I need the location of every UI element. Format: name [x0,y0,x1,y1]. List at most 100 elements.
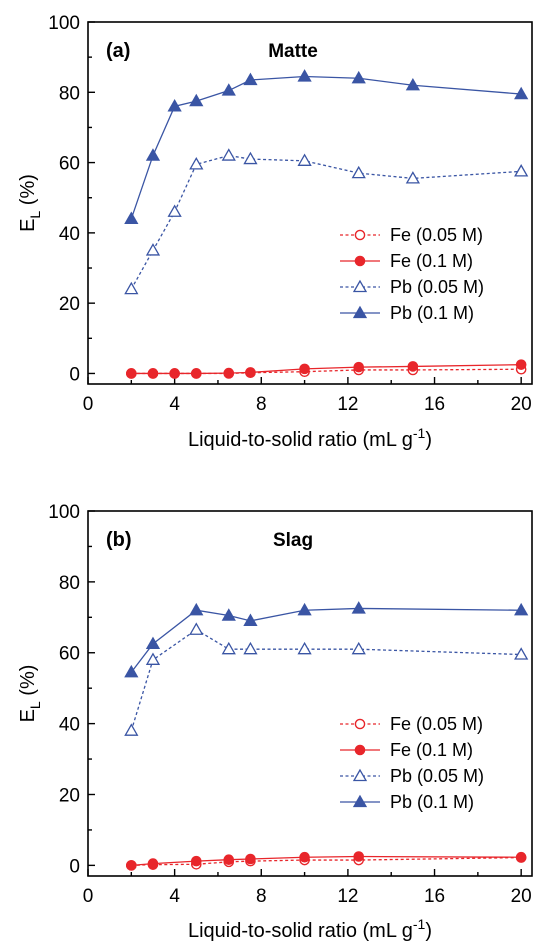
data-point [351,165,366,179]
legend: Fe (0.05 M) Fe (0.1 M) Pb (0.05 M) Pb (0.1 … [340,225,484,323]
x-axis-title-sup: -1 [413,916,426,932]
data-point [126,860,137,871]
data-point [297,602,312,616]
data-point [353,361,365,373]
legend: Fe (0.05 M) Fe (0.1 M) Pb (0.05 M) Pb (0.1 … [340,714,484,812]
legend-label: Fe (0.05 M) [390,225,483,245]
data-point [351,641,366,655]
panel-label: (b) [106,529,132,551]
data-point [169,368,180,379]
data-point [190,368,202,379]
x-tick-label: 16 [424,886,445,907]
series-line [130,607,522,673]
data-point [145,148,161,161]
data-point [405,77,420,91]
legend-label: Pb (0.05 M) [390,277,484,297]
y-tick-label: 60 [59,154,80,175]
data-point [243,72,258,86]
data-point [514,602,529,616]
series-2 [124,148,529,295]
x-tick-label: 0 [83,394,94,415]
x-tick-label: 4 [169,394,180,415]
data-point [351,70,366,84]
y-tick-label: 100 [48,502,80,523]
y-axis-title-end: (%) [17,174,39,211]
data-point [221,608,236,621]
legend-label: Pb (0.1 M) [390,303,474,323]
data-point [297,69,312,82]
legend-marker [354,255,366,267]
legend-label: Fe (0.1 M) [390,740,473,760]
x-axis-title-sup: -1 [413,425,426,441]
panel-title: Matte [268,41,318,62]
data-point [190,855,202,867]
data-point [221,641,236,655]
y-tick-label: 40 [59,224,80,245]
data-point [147,858,159,869]
legend-marker [352,279,368,293]
y-tick-label: 20 [59,785,80,806]
data-point [515,851,527,863]
x-tick-label: 20 [511,394,532,415]
data-point [124,211,139,224]
data-point [145,243,161,256]
panel-a: 0 4 8 12 16 20 0 20 40 60 80 100 Liquid-to-solid rat… [17,13,533,451]
x-axis-title: Liquid-to-solid ratio (mL g-1) [188,425,432,451]
series-line [130,154,522,290]
data-point [167,204,182,217]
data-point [223,367,235,379]
series-line [131,368,522,375]
y-tick-label: 0 [69,856,80,877]
x-axis-title-end: ) [425,429,432,451]
x-tick-label: 12 [337,886,358,907]
data-point [126,368,137,379]
data-point [189,157,204,170]
data-point [189,602,204,616]
series-1 [126,359,527,379]
data-point [299,363,310,375]
series-line [131,364,522,375]
data-point [221,148,236,161]
data-point [189,622,204,635]
data-point [124,723,139,736]
legend-marker [352,768,368,782]
data-point [353,851,365,862]
panel-title: Slag [273,530,313,551]
series-2 [124,622,529,736]
data-point [145,652,161,665]
data-point [297,641,312,655]
x-axis-title-main: Liquid-to-solid ratio (mL g [188,920,413,942]
series-1 [126,851,527,871]
series-line [131,856,522,867]
legend-marker [352,794,368,808]
panel-b: 0 4 8 12 16 20 0 20 40 60 80 100 Liquid-to-solid rat… [17,502,533,942]
x-tick-label: 12 [337,394,358,415]
y-axis-title-sub: L [27,211,43,219]
y-tick-label: 20 [59,294,80,315]
y-tick-label: 80 [59,83,80,104]
data-point [514,164,529,177]
series-3 [124,601,529,678]
x-tick-label: 4 [169,886,180,907]
legend-marker [354,229,366,241]
data-point [243,151,258,165]
legend-label: Fe (0.1 M) [390,251,473,271]
data-point [515,359,527,370]
legend-marker [354,718,366,730]
series-3 [124,69,529,224]
data-point [299,851,310,863]
data-point [189,93,204,107]
data-point [124,281,139,295]
x-tick-label: 0 [83,886,94,907]
data-point [351,601,366,614]
series-line [131,855,522,867]
data-point [245,853,256,865]
data-point [407,361,419,372]
y-axis-title: EL (%) [17,174,43,232]
legend-marker [354,744,366,756]
plot-frame [87,21,533,385]
y-axis-title: EL (%) [17,665,43,723]
data-point [167,99,182,112]
data-point [245,367,256,378]
